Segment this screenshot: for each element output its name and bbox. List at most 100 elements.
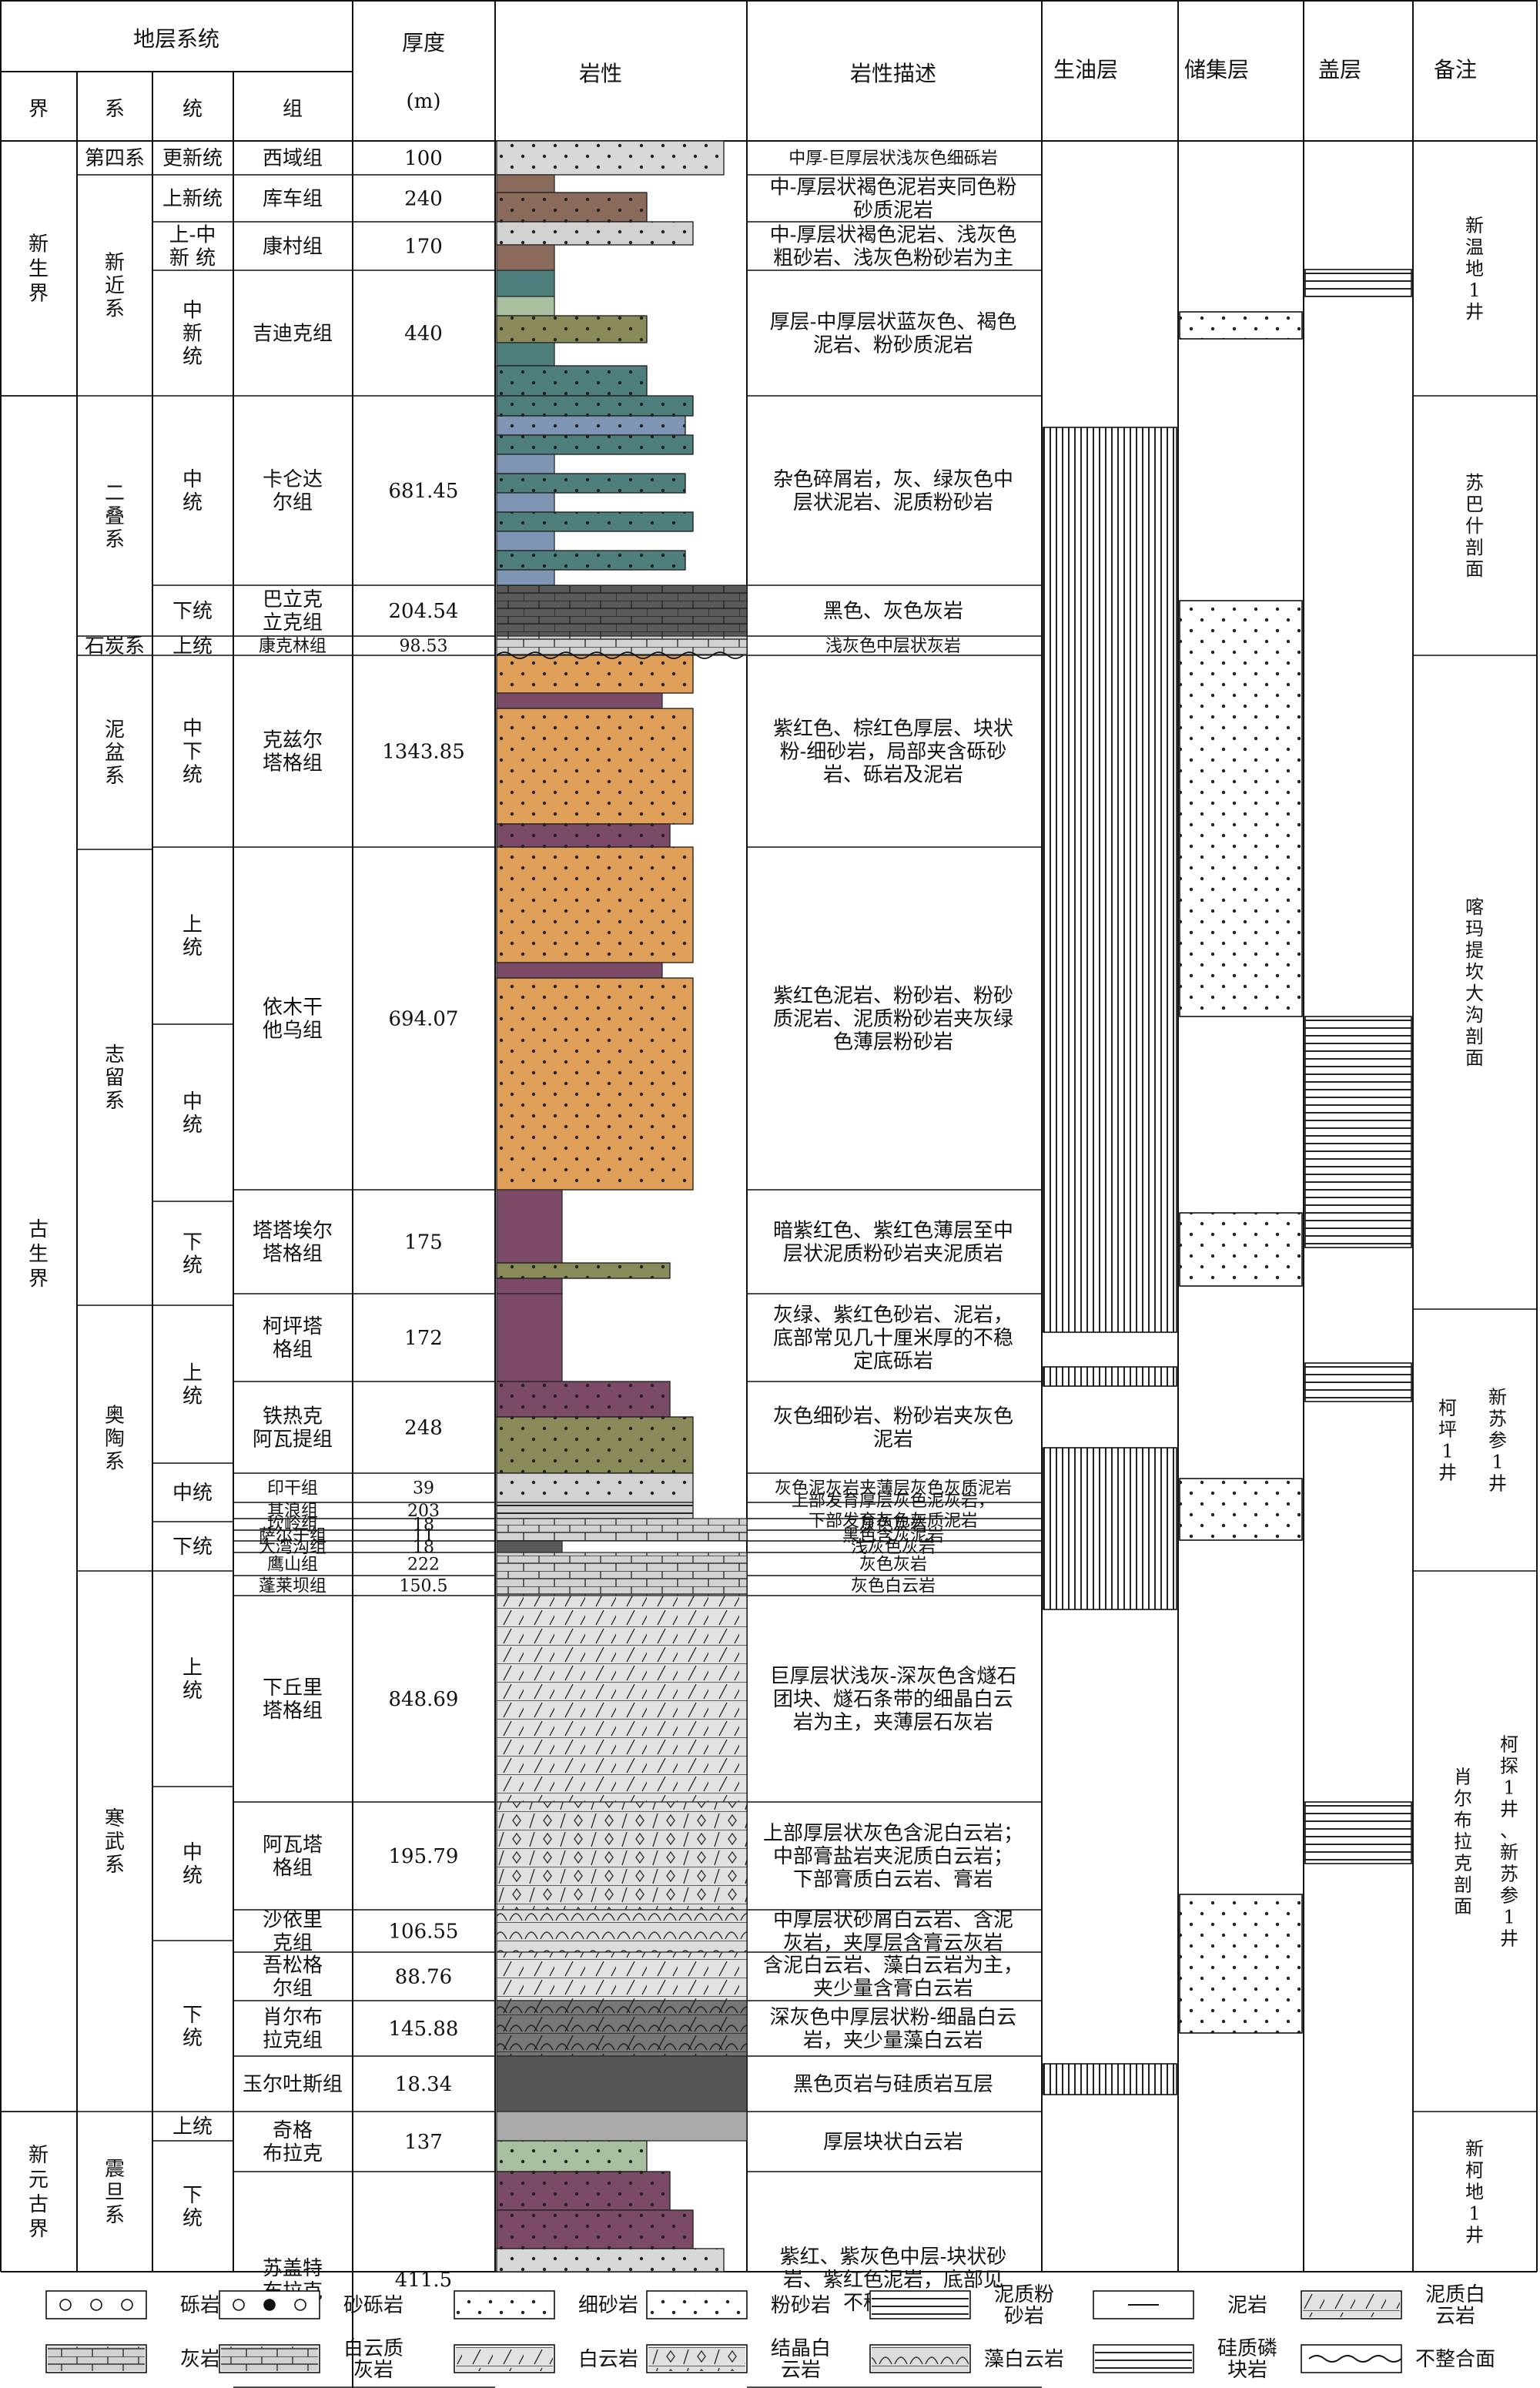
lithology-pattern (496, 1472, 694, 1503)
legend-label: 灰岩 (180, 2348, 220, 2371)
series-label: 更新统 (162, 147, 223, 170)
source-rock-block (1043, 427, 1177, 1333)
lithology-bar (496, 1540, 563, 1553)
header-remarks: 备注 (1434, 57, 1477, 82)
lithology-pattern (496, 2248, 725, 2272)
header-erathem: 界 (28, 98, 49, 121)
description-text: 含泥白云岩、藻白云岩为主，夹少量含膏白云岩 (763, 1954, 1023, 2001)
system-label: 第四系 (85, 147, 145, 170)
thickness-value: 106.55 (389, 1921, 459, 1944)
lithology-pattern (496, 823, 671, 848)
series-label: 下统 (182, 1231, 203, 1278)
legend-label: 硅质磷块岩 (1217, 2337, 1277, 2382)
cap-rock-block (1304, 1801, 1412, 1864)
lithology-pattern (496, 1262, 671, 1279)
description-text: 灰色泥灰岩夹薄层灰色灰质泥岩 (775, 1479, 1012, 1499)
thickness-value: 240 (404, 188, 443, 211)
reservoir-block (1179, 1212, 1303, 1287)
lithology-bar (496, 296, 555, 317)
lithology-bar (496, 1278, 563, 1294)
header-reservoir: 储集层 (1184, 57, 1249, 82)
thickness-value: 98.53 (400, 637, 448, 656)
legend-swatch-pattern (1095, 2346, 1192, 2371)
source-rock-block (1043, 2063, 1177, 2095)
system-label: 震旦系 (105, 2158, 125, 2227)
description-text: 紫红色泥岩、粉砂岩、粉砂质泥岩、泥质粉砂岩夹灰绿色薄层粉砂岩 (773, 985, 1013, 1054)
series-label: 中统 (182, 468, 203, 514)
reservoir-block (1179, 600, 1303, 1017)
formation-label: 卡仑达尔组 (263, 468, 323, 514)
source-rock-block (1043, 1366, 1177, 1387)
thickness-value: 18 (413, 1516, 434, 1535)
thickness-value: 681.45 (389, 480, 459, 503)
lithology-pattern (496, 1951, 748, 2001)
description-text: 中厚-巨厚层状浅灰色细砾岩 (788, 149, 997, 169)
header-thickness: 厚度 (402, 30, 445, 55)
thickness-value: 11 (413, 1527, 434, 1546)
description-text: 暗紫红色、紫红色薄层至中层状泥质粉砂岩夹泥质岩 (773, 1220, 1013, 1266)
description-text: 巨厚层状浅灰-深灰色含燧石团块、燧石条带的细晶白云岩为主，夹薄层石灰岩 (770, 1665, 1017, 1734)
formation-label: 印干组 (267, 1479, 318, 1499)
legend-label: 结晶白云岩 (771, 2337, 831, 2382)
lithology-bar (496, 2055, 748, 2112)
erathem-label: 新生界 (28, 233, 49, 306)
lithology-pattern (496, 434, 694, 455)
header-cap-rock: 盖层 (1318, 57, 1361, 82)
thickness-value: 175 (404, 1231, 443, 1254)
series-label: 上统 (182, 913, 203, 960)
lithology-pattern (496, 395, 694, 417)
formation-label: 吾松格尔组 (263, 1954, 323, 2001)
thickness-value: 195.79 (389, 1845, 459, 1868)
legend-swatch-pattern (648, 2346, 745, 2371)
lithology-bar (496, 454, 555, 474)
legend-label: 不整合面 (1415, 2348, 1495, 2371)
header-formation: 组 (283, 98, 303, 121)
lithology-pattern (496, 1595, 748, 1803)
lithology-bar (496, 531, 555, 551)
lithology-bar (496, 492, 555, 513)
lithology-pattern (496, 1552, 748, 1596)
series-label: 上统 (182, 1362, 203, 1408)
lithology-pattern (496, 584, 748, 637)
cap-rock-block (1304, 269, 1412, 297)
formation-label: 肖尔布拉克组 (263, 2006, 323, 2052)
reservoir-block (1179, 311, 1303, 340)
header-description: 岩性描述 (850, 61, 936, 86)
system-label: 新近系 (105, 252, 125, 321)
formation-label: 铁热克阿瓦提组 (253, 1405, 333, 1452)
legend-label: 泥质白云岩 (1425, 2283, 1485, 2328)
legend-swatch-mark (294, 2299, 306, 2311)
series-label: 中新统 (182, 300, 203, 369)
description-text: 黑色页岩与硅质岩互层 (793, 2073, 993, 2096)
series-label: 上统 (182, 1656, 203, 1703)
lithology-pattern (496, 635, 748, 656)
lithology-pattern (496, 511, 694, 532)
legend-swatch-pattern (221, 2346, 318, 2371)
series-label: 上新统 (162, 188, 223, 211)
system-label: 二叠系 (105, 482, 125, 551)
formation-label: 沙依里克组 (263, 1909, 323, 1955)
reservoir-block (1179, 1894, 1303, 2034)
description-text: 杂色碎屑岩，灰、绿灰色中层状泥岩、泥质粉砂岩 (773, 468, 1013, 514)
formation-label: 阿瓦塔格组 (263, 1834, 323, 1880)
formation-label: 康村组 (263, 236, 323, 259)
formation-label: 下丘里塔格组 (263, 1676, 323, 1723)
formation-label: 大湾沟组 (259, 1538, 326, 1557)
formation-label: 坎岭组 (267, 1516, 318, 1535)
description-text: 深灰色中厚层状粉-细晶白云岩，夹少量藻白云岩 (770, 2006, 1017, 2052)
lithology-pattern (496, 846, 694, 963)
formation-label: 巴立克立克组 (263, 588, 323, 635)
lithology-bar (496, 569, 555, 586)
legend-swatch-pattern (1303, 2293, 1400, 2317)
remark-label: 喀玛提坎大沟剖面 (1465, 896, 1484, 1069)
thickness-value: 848.69 (389, 1688, 459, 1711)
reservoir-block (1179, 1478, 1303, 1541)
header-source-rock: 生油层 (1053, 57, 1118, 82)
header-lithology: 岩性 (579, 61, 622, 86)
legend-label: 泥质粉砂岩 (994, 2283, 1054, 2328)
formation-label: 克兹尔塔格组 (263, 729, 323, 775)
description-text: 浅灰色灰岩 (851, 1538, 936, 1557)
remark-label: 新柯地 1 井 (1465, 2138, 1484, 2246)
